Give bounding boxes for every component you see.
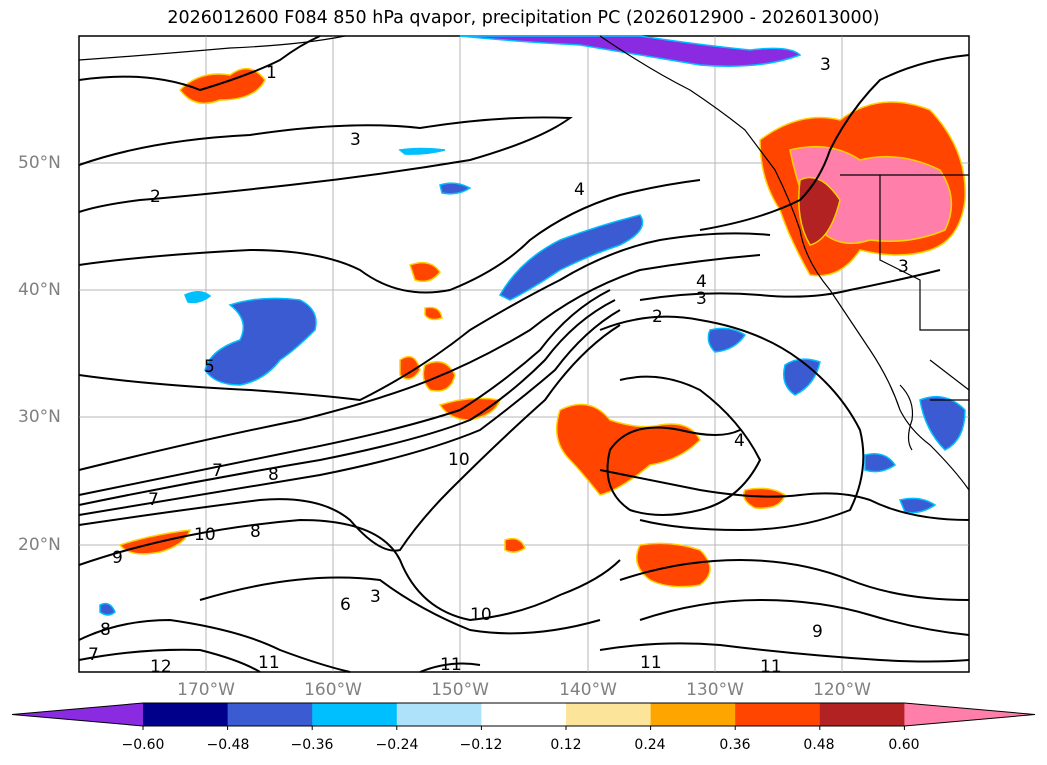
contours [78,35,970,673]
contour-label: 3 [370,587,381,607]
contour-label: 1 [266,63,277,83]
colorbar-cell [396,703,482,726]
colorbar-cell [312,703,398,726]
contour-label: 3 [350,130,361,150]
contour-label: 11 [640,653,662,673]
colorbar-cell [819,703,905,726]
contour-label: 2 [150,187,161,207]
lon-label: 160°W [304,680,362,700]
colorbar-cell [566,703,652,726]
contour-label: 9 [112,548,123,568]
colorbar-cell [12,703,143,726]
contour-label: 9 [812,622,823,642]
map-title: 2026012600 F084 850 hPa qvapor, precipit… [167,8,880,28]
contour-label: 4 [574,180,585,200]
colorbar-cell [227,703,313,726]
colorbar-tick: −0.48 [206,737,250,753]
colorbar-tick: 0.36 [719,737,751,753]
contour-label: 7 [212,461,223,481]
lat-label: 40°N [18,280,61,300]
contour-label: 4 [696,272,707,292]
colorbar-cell [735,703,821,726]
contour-label: 11 [440,655,462,675]
contour-label: 11 [760,657,782,677]
colorbar-tick: 0.24 [634,737,666,753]
contour-label: 3 [820,55,831,75]
contour-label: 10 [448,450,470,470]
contour-label: 12 [150,657,172,677]
contour-label: 7 [88,645,99,665]
contour-label: 5 [204,357,215,377]
contour-label: 10 [470,605,492,625]
colorbar-cell [904,703,1035,726]
contour-label: 6 [340,595,351,615]
colorbar-cell [481,703,567,726]
contour-label: 11 [258,653,280,673]
lon-label: 170°W [177,680,235,700]
contour-label: 8 [100,620,111,640]
lon-label: 140°W [559,680,617,700]
contour-labels: 1 3 2 3 4 4 3 2 5 3 10 4 7 8 7 10 8 9 6 … [88,55,909,677]
contour-label: 8 [268,465,279,485]
colorbar-cells [11,702,1036,730]
precip-negative [99,35,966,616]
lon-label: 120°W [813,680,871,700]
contour-label: 8 [250,522,261,542]
lat-label: 20°N [18,535,61,555]
contour-label: 10 [194,525,216,545]
colorbar-cell [650,703,736,726]
gridlines [79,36,969,672]
contour-label: 4 [734,431,745,451]
contour-label: 7 [148,490,159,510]
precip-positive [118,67,966,588]
colorbar-tick: −0.24 [375,737,419,753]
contour-label: 3 [898,257,909,277]
lat-label: 30°N [18,407,61,427]
contour-label: 3 [696,289,707,309]
colorbar-tick: −0.36 [290,737,334,753]
lat-label: 50°N [18,153,61,173]
lon-label: 150°W [431,680,489,700]
contour-label: 2 [652,307,663,327]
lon-label: 130°W [686,680,744,700]
colorbar-cell [143,703,229,726]
colorbar-tick: 0.60 [888,737,920,753]
colorbar-tick: −0.12 [459,737,503,753]
colorbar-tick: 0.12 [550,737,582,753]
colorbar-tick: −0.60 [121,737,165,753]
colorbar-tick: 0.48 [803,737,835,753]
coastlines [78,35,970,491]
